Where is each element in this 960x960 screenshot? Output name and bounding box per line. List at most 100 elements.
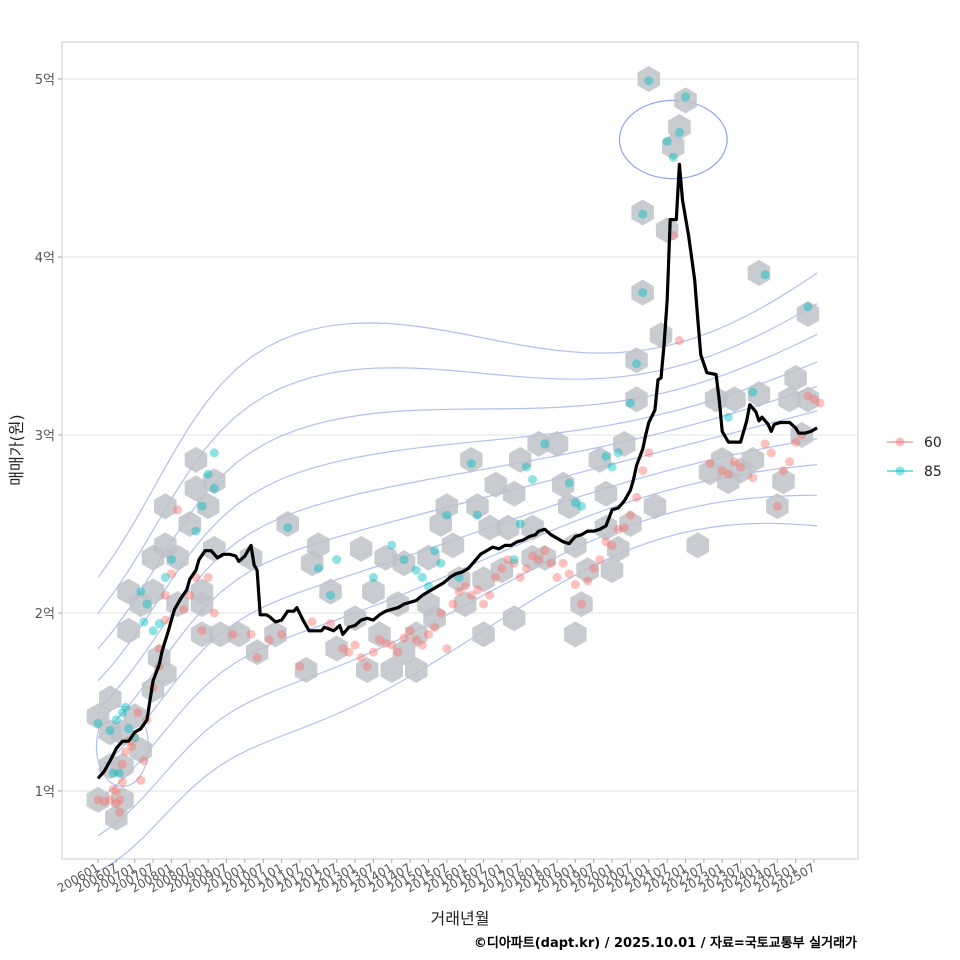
data-point-60: [117, 777, 127, 787]
data-point-60: [139, 756, 149, 766]
hexbin: [245, 639, 269, 666]
data-point-85: [521, 462, 531, 472]
data-point-60: [111, 798, 121, 808]
x-axis-title: 거래년월: [431, 909, 490, 928]
data-point-85: [430, 546, 440, 556]
data-point-85: [540, 439, 550, 449]
data-point-60: [466, 590, 476, 600]
data-point-60: [121, 747, 131, 757]
hexbin: [613, 430, 636, 457]
y-tick-label: 3억: [35, 429, 55, 444]
data-point-85: [142, 599, 152, 609]
hexbin: [655, 217, 679, 244]
data-point-85: [466, 458, 476, 468]
data-point-60: [338, 644, 348, 654]
contour-line: [97, 272, 818, 579]
data-point-60: [133, 708, 143, 718]
y-tick-label: 2억: [35, 607, 55, 622]
hexbin: [570, 591, 593, 618]
hexbin: [496, 514, 520, 541]
hexbin: [154, 493, 177, 520]
data-point-60: [558, 558, 568, 568]
plot-panel: [61, 41, 859, 860]
hexbin: [576, 557, 599, 584]
data-point-60: [173, 505, 183, 515]
data-point-85: [613, 448, 623, 458]
hexbin: [588, 446, 612, 473]
hexbin: [643, 493, 667, 520]
data-point-85: [332, 555, 342, 565]
hexbin: [447, 566, 471, 593]
data-point-60: [589, 564, 599, 573]
data-point-85: [417, 572, 427, 582]
hexbin: [662, 133, 685, 160]
hexbin: [466, 493, 489, 520]
data-point-60: [778, 466, 788, 476]
data-point-60: [564, 569, 574, 579]
data-point-85: [638, 209, 648, 219]
data-point-85: [601, 451, 611, 461]
hexbin: [619, 511, 642, 537]
data-point-60: [595, 555, 605, 565]
data-point-60: [136, 775, 146, 785]
hexbin: [625, 386, 648, 413]
data-point-85: [803, 302, 813, 312]
hexbin: [545, 430, 569, 457]
hexbin: [490, 557, 514, 584]
data-point-60: [127, 742, 137, 751]
data-point-85: [528, 475, 538, 484]
data-point-60: [411, 635, 421, 645]
hexbin: [606, 535, 630, 562]
hexbin: [533, 544, 556, 571]
data-point-60: [491, 572, 501, 582]
hexbin: [435, 493, 459, 520]
y-tick-label: 1억: [35, 785, 55, 800]
data-point-60: [583, 576, 593, 586]
hexbin: [392, 639, 416, 666]
data-point-60: [736, 462, 746, 472]
y-tick-label: 5억: [35, 73, 55, 88]
data-point-60: [399, 633, 409, 643]
moving-average-line: [96, 162, 818, 780]
data-point-60: [644, 448, 654, 458]
hexbin: [558, 493, 581, 520]
hexbin: [196, 493, 220, 520]
hexbin: [778, 386, 801, 413]
hexbin: [227, 621, 250, 648]
hexbin: [374, 544, 397, 571]
data-point-60: [381, 638, 391, 648]
hexbin: [111, 786, 134, 813]
hexbin: [123, 703, 146, 730]
hexbin: [117, 617, 140, 644]
data-point-60: [803, 391, 813, 401]
hexbin: [527, 430, 550, 457]
hexbin: [674, 87, 697, 114]
hexbin: [417, 544, 440, 571]
hexbin: [509, 446, 532, 473]
data-point-85: [723, 412, 733, 422]
data-point-60: [387, 640, 397, 650]
hexbin: [631, 279, 654, 306]
data-point-85: [209, 483, 219, 493]
data-point-60: [723, 469, 733, 479]
data-point-60: [497, 564, 507, 573]
data-point-85: [203, 469, 213, 479]
data-point-85: [668, 152, 678, 162]
data-point-60: [472, 585, 482, 595]
hexbin: [190, 621, 214, 648]
moving-average-path: [96, 162, 818, 780]
hexbin: [637, 66, 661, 92]
data-point-60: [264, 635, 274, 645]
hexbin: [453, 591, 477, 618]
caption: ©디아파트(dapt.kr) / 2025.10.01 / 자료=국토교통부 실…: [474, 935, 857, 951]
contour-ellipse: [618, 99, 728, 180]
data-point-85: [674, 127, 684, 137]
data-point-85: [111, 715, 121, 725]
data-point-60: [766, 448, 776, 458]
data-point-85: [748, 387, 758, 397]
hexbin: [564, 532, 587, 559]
data-point-60: [625, 510, 635, 520]
data-point-60: [228, 629, 238, 639]
legend-key-85-point: [895, 466, 905, 476]
legend-key-60-point: [895, 437, 905, 447]
